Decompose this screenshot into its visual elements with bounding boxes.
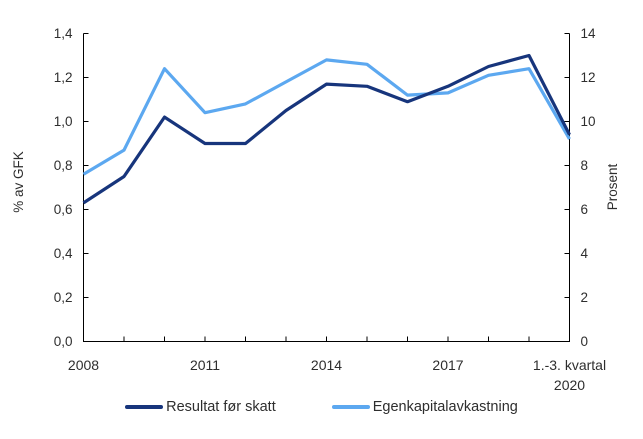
axes-layer <box>83 33 570 342</box>
legend-item-resultat-for-skatt: Resultat før skatt <box>125 399 276 415</box>
right-axis-tick-label: 2 <box>581 290 589 305</box>
right-axis-tick-label: 10 <box>581 114 596 129</box>
legend-label-egenkapital: Egenkapitalavkastning <box>372 399 518 415</box>
series-line-1 <box>82 58 571 176</box>
x-axis-label: 2020 <box>554 377 585 393</box>
legend-item-egenkapitalavkastning: Egenkapitalavkastning <box>331 399 518 415</box>
axis-frame <box>83 33 570 342</box>
right-axis-tick-label: 4 <box>581 246 589 261</box>
series-line-0 <box>82 53 571 205</box>
x-axis-label: 2017 <box>432 357 463 373</box>
legend-swatch-egenkapital <box>331 405 370 409</box>
series-layer <box>82 53 571 205</box>
x-axis-label: 2014 <box>311 357 342 373</box>
right-axis-title: Prosent <box>605 163 620 210</box>
right-axis-tick-label: 12 <box>581 70 596 85</box>
x-axis-label: 2011 <box>190 357 220 373</box>
left-axis-tick-label: 0,8 <box>54 158 73 173</box>
tick-labels-layer: 0,0 0,2 0,4 0,6 0,8 1,0 1,2 1,4 0 2 4 6 8 10 12 14 2008 2… <box>54 26 606 393</box>
x-axis-label: 1.-3. kvartal <box>533 357 606 373</box>
legend: Resultat før skatt Egenkapitalavkastning <box>0 399 643 415</box>
line-chart: 0,0 0,2 0,4 0,6 0,8 1,0 1,2 1,4 0 2 4 6 8 10 12 14 2008 2… <box>11 26 620 393</box>
ticks-layer <box>83 33 570 342</box>
right-axis-tick-label: 8 <box>581 158 589 173</box>
right-axis-tick-label: 14 <box>581 26 597 41</box>
right-axis-tick-label: 6 <box>581 202 589 217</box>
left-axis-tick-label: 0,4 <box>54 246 73 261</box>
legend-label-resultat: Resultat før skatt <box>166 399 276 415</box>
left-axis-tick-label: 1,0 <box>54 114 73 129</box>
x-axis-label: 2008 <box>68 357 99 373</box>
right-axis-tick-label: 0 <box>581 334 589 349</box>
legend-swatch-resultat <box>125 405 164 409</box>
left-axis-tick-label: 0,6 <box>54 202 73 217</box>
left-axis-tick-label: 1,2 <box>54 70 73 85</box>
left-axis-tick-label: 0,2 <box>54 290 73 305</box>
left-axis-tick-label: 0,0 <box>54 334 73 349</box>
left-axis-tick-label: 1,4 <box>54 26 73 41</box>
left-axis-title: % av GFK <box>11 151 26 213</box>
